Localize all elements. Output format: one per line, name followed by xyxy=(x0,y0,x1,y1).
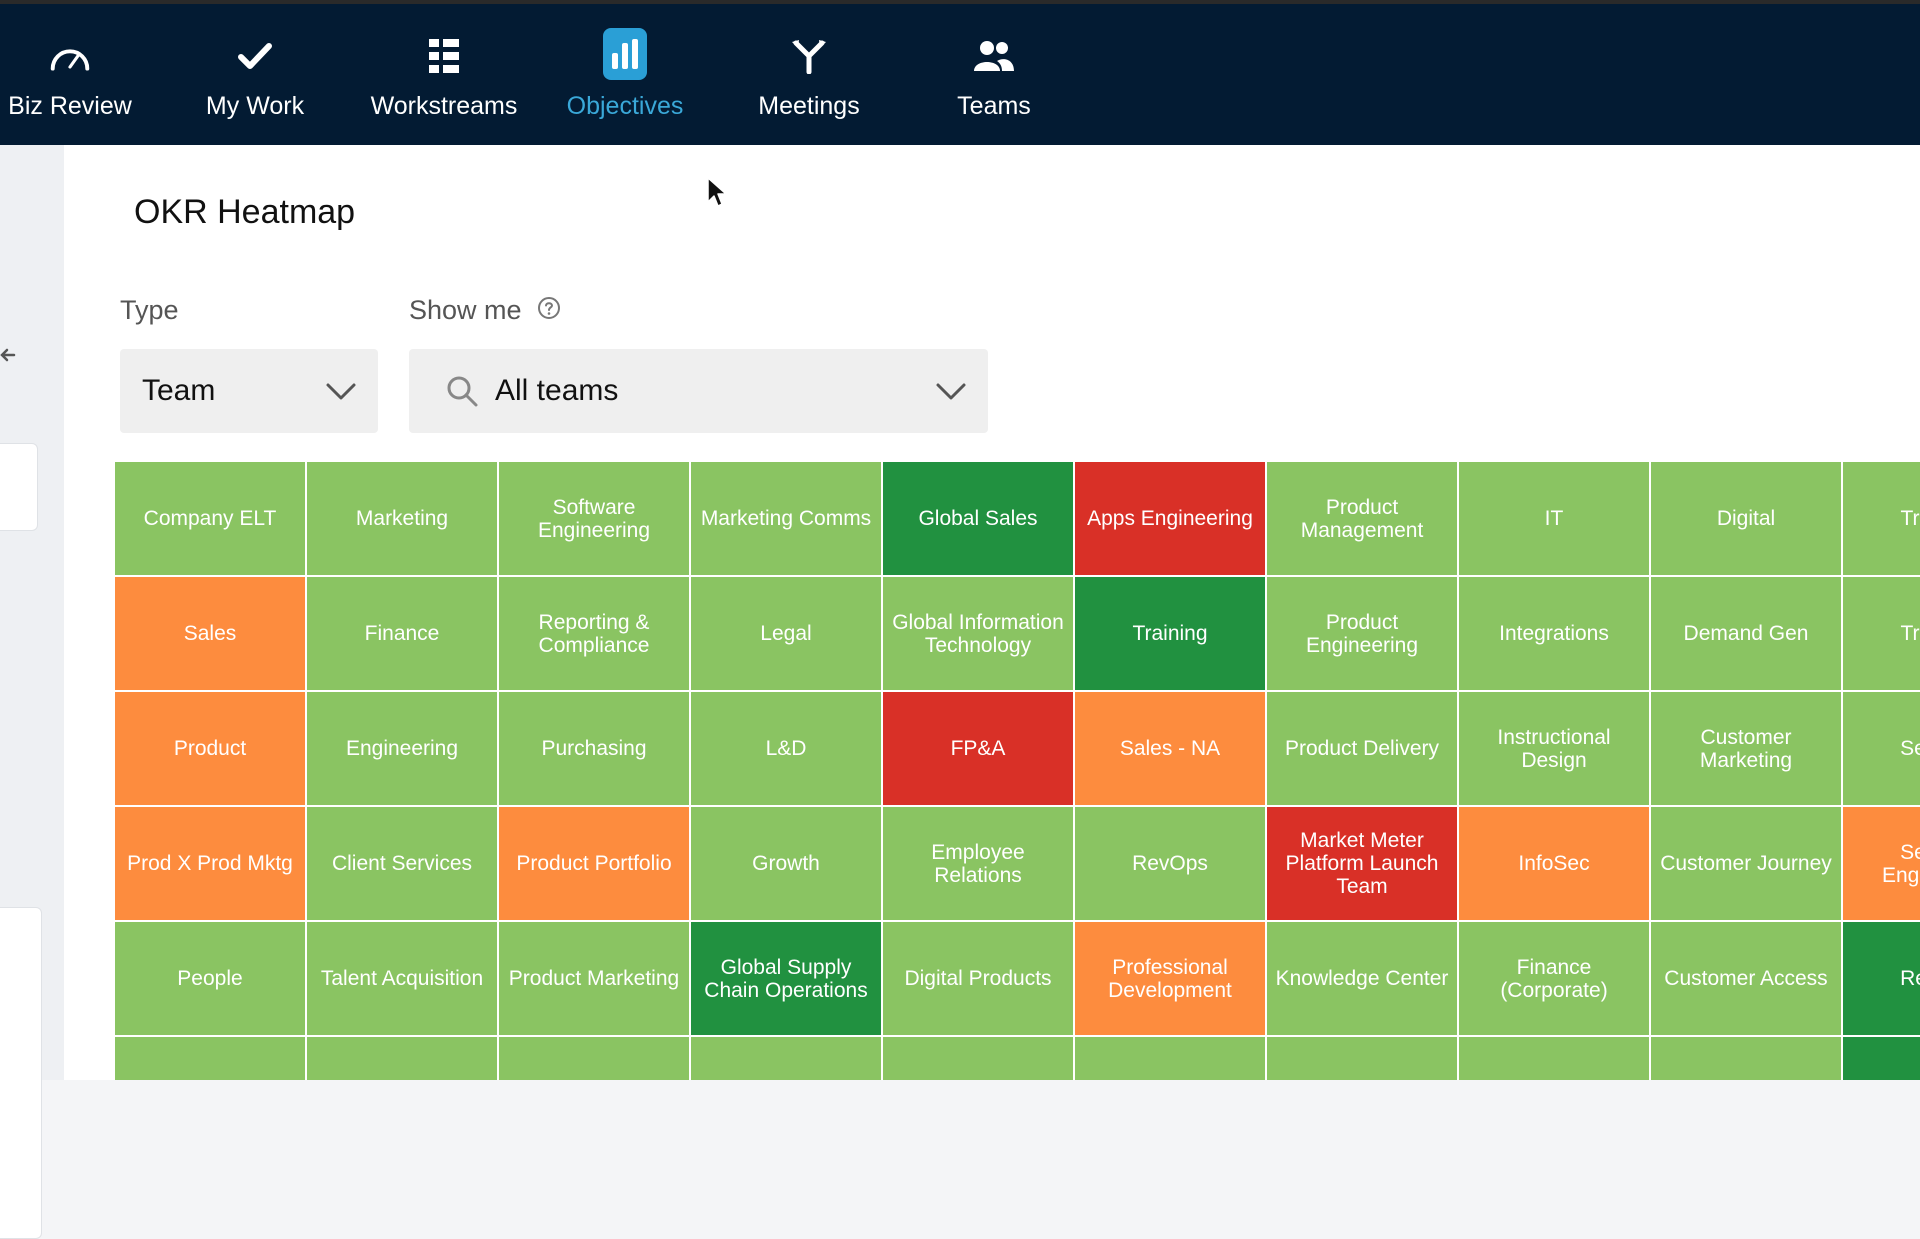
heatmap-cell[interactable]: Legal xyxy=(691,577,881,690)
nav-label: Objectives xyxy=(566,92,684,120)
chevron-down-icon xyxy=(936,383,966,400)
heatmap-cell[interactable]: Instructional Design xyxy=(1459,692,1649,805)
nav-label: Biz Review xyxy=(8,92,132,120)
type-label: Type xyxy=(120,295,179,325)
okr-heatmap: Company ELT Marketing Software Engineering… xyxy=(115,462,1920,1080)
heatmap-cell[interactable]: Customer Journey xyxy=(1651,807,1841,920)
heatmap-cell[interactable]: Employee Relations xyxy=(883,807,1073,920)
left-sidebar xyxy=(0,145,64,1239)
heatmap-cell[interactable]: Client Services xyxy=(307,807,497,920)
nav-objectives[interactable]: Objectives xyxy=(557,4,693,145)
heatmap-cell[interactable]: Engineering xyxy=(307,692,497,805)
checkmark-icon xyxy=(233,34,277,78)
heatmap-cell[interactable]: Marketing xyxy=(499,1037,689,1080)
heatmap-cell[interactable]: InfoSec xyxy=(1459,807,1649,920)
heatmap-cell[interactable]: Global Information Technology xyxy=(883,577,1073,690)
heatmap-cell[interactable] xyxy=(1267,1037,1457,1080)
type-select-value: Team xyxy=(142,374,216,407)
heatmap-cell[interactable]: Security xyxy=(1843,692,1920,805)
show-me-label-text: Show me xyxy=(409,295,522,325)
gauge-icon xyxy=(48,34,92,78)
nav-label: My Work xyxy=(205,92,305,120)
heatmap-cell[interactable]: Company ELT xyxy=(115,462,305,575)
heatmap-cell[interactable]: Strategy & xyxy=(307,1037,497,1080)
heatmap-cell[interactable]: Customer Access xyxy=(1651,922,1841,1035)
heatmap-cell[interactable]: Marketing Comms xyxy=(691,462,881,575)
collapse-arrow-icon[interactable] xyxy=(0,345,20,365)
heatmap-cell[interactable]: RevOps xyxy=(1075,807,1265,920)
heatmap-cell[interactable]: Customer Marketing xyxy=(1651,692,1841,805)
heatmap-cell[interactable]: Product Marketing xyxy=(499,922,689,1035)
heatmap-grid: Company ELT Marketing Software Engineering… xyxy=(115,462,1920,1080)
heatmap-cell[interactable]: Knowledge Center xyxy=(1267,922,1457,1035)
heatmap-cell[interactable]: RevOps xyxy=(1843,922,1920,1035)
heatmap-cell[interactable]: Training xyxy=(1843,462,1920,575)
heatmap-cell[interactable]: Product Portfolio xyxy=(499,807,689,920)
heatmap-cell[interactable]: Product Management xyxy=(1267,462,1457,575)
bar-chart-icon xyxy=(603,28,647,80)
mouse-cursor-icon xyxy=(707,177,727,207)
heatmap-cell[interactable]: Talent Acquisition xyxy=(307,922,497,1035)
chevron-down-icon xyxy=(326,383,356,400)
top-nav-bar: Biz Review My Work Workstreams Objective… xyxy=(0,0,1920,145)
heatmap-cell[interactable]: Software Engineering xyxy=(499,462,689,575)
heatmap-cell[interactable] xyxy=(1651,1037,1841,1080)
nav-my-work[interactable]: My Work xyxy=(190,4,320,145)
heatmap-cell[interactable]: Global Supply Chain Operations xyxy=(691,922,881,1035)
heatmap-cell[interactable]: Product xyxy=(115,692,305,805)
heatmap-cell[interactable]: Reporting & Compliance xyxy=(499,577,689,690)
heatmap-cell[interactable]: Sales xyxy=(115,577,305,690)
heatmap-cell[interactable]: Training xyxy=(1075,577,1265,690)
show-me-select-value: All teams xyxy=(495,374,619,407)
main-content: OKR Heatmap Type Show me Team All teams … xyxy=(64,145,1920,1080)
heatmap-cell[interactable]: Product Delivery xyxy=(1267,692,1457,805)
heatmap-cell[interactable]: Purchasing xyxy=(499,692,689,805)
heatmap-cell[interactable]: L&D xyxy=(691,692,881,805)
nav-label: Meetings xyxy=(758,92,860,120)
heatmap-cell[interactable]: Product Engineering xyxy=(1267,577,1457,690)
heatmap-cell[interactable]: Finance xyxy=(307,577,497,690)
heatmap-cell[interactable] xyxy=(691,1037,881,1080)
heatmap-cell[interactable]: Marketing xyxy=(307,462,497,575)
help-icon[interactable] xyxy=(537,296,561,327)
heatmap-cell[interactable]: Growth xyxy=(691,807,881,920)
heatmap-cell[interactable]: Prod X Prod Mktg xyxy=(115,807,305,920)
nav-biz-review[interactable]: Biz Review xyxy=(0,4,140,145)
heatmap-cell[interactable]: People xyxy=(115,922,305,1035)
show-me-label: Show me xyxy=(409,295,561,327)
heatmap-cell[interactable]: Finance (Corporate) xyxy=(1459,922,1649,1035)
fork-icon xyxy=(787,34,831,78)
nav-label: Workstreams xyxy=(370,92,518,120)
heatmap-cell[interactable]: Apps Engineering xyxy=(1075,462,1265,575)
heatmap-cell[interactable]: Product xyxy=(1075,1037,1265,1080)
heatmap-cell[interactable]: FP&A xyxy=(883,692,1073,805)
heatmap-cell[interactable]: Sales - NA xyxy=(1075,692,1265,805)
sidebar-panel xyxy=(0,907,42,1239)
search-icon xyxy=(447,376,478,407)
heatmap-cell[interactable]: Digital xyxy=(1651,462,1841,575)
heatmap-cell[interactable]: Demand Gen xyxy=(883,1037,1073,1080)
heatmap-cell[interactable]: Digital Products xyxy=(883,922,1073,1035)
page-title: OKR Heatmap xyxy=(134,193,356,231)
heatmap-cell[interactable]: Demand Gen xyxy=(1651,577,1841,690)
heatmap-cell[interactable]: Professional Development xyxy=(1075,922,1265,1035)
nav-label: Teams xyxy=(957,92,1031,120)
sidebar-panel xyxy=(0,443,38,531)
show-me-select[interactable]: All teams xyxy=(409,349,988,433)
heatmap-cell[interactable]: Integrations xyxy=(1459,577,1649,690)
nav-teams[interactable]: Teams xyxy=(944,4,1044,145)
heatmap-cell[interactable]: Security Engineering xyxy=(1843,807,1920,920)
nav-meetings[interactable]: Meetings xyxy=(746,4,872,145)
heatmap-cell[interactable]: IT xyxy=(1459,462,1649,575)
nav-workstreams[interactable]: Workstreams xyxy=(364,4,524,145)
heatmap-cell[interactable]: Training xyxy=(1843,577,1920,690)
heatmap-cell[interactable] xyxy=(1843,1037,1920,1080)
heatmap-cell[interactable]: Global Sales xyxy=(883,462,1073,575)
type-select[interactable]: Team xyxy=(120,349,378,433)
heatmap-cell[interactable]: Enterprise xyxy=(1459,1037,1649,1080)
workstreams-icon xyxy=(422,34,466,78)
people-icon xyxy=(972,34,1016,78)
heatmap-cell[interactable]: Market Meter Platform Launch Team xyxy=(1267,807,1457,920)
heatmap-cell[interactable] xyxy=(115,1037,305,1080)
